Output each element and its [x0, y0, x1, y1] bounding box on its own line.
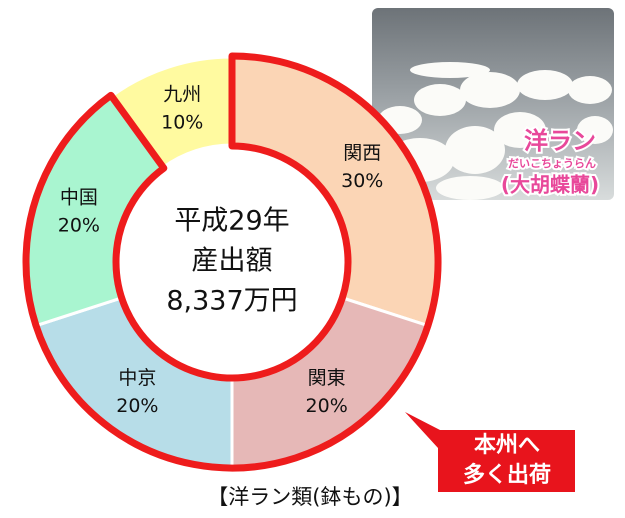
slice-category: 関東 [308, 367, 346, 389]
center-text: 平成29年 [174, 206, 289, 237]
photo-title: 洋ラン [524, 127, 596, 155]
slice-category: 関西 [343, 142, 381, 164]
photo-ruby: だいこちょうらん [508, 157, 596, 170]
center-text: 産出額 [192, 246, 273, 277]
slice-label: 30% [341, 170, 383, 192]
photo-subtitle: (大胡蝶蘭) [501, 173, 599, 197]
center-text: 8,337万円 [166, 286, 297, 317]
slice-category: 九州 [163, 83, 201, 105]
slice-category: 中京 [118, 367, 156, 389]
page: {"chart_data": {"type": "donut", "catego… [0, 0, 625, 518]
caption: 【洋ラン類(鉢もの)】 [207, 485, 412, 509]
slice-label: 20% [306, 395, 348, 417]
chart: 【洋ラン類(鉢もの)】 関西 30% 関東 20% 中京 20% 中国 20% 九州 10% 平成2… [0, 0, 625, 518]
slice-label: 20% [116, 395, 158, 417]
slice-label: 20% [58, 215, 100, 237]
slice-label: 10% [161, 111, 203, 133]
callout-text: 多く出荷 [463, 462, 551, 488]
slice-category: 中国 [60, 187, 98, 209]
callout-text: 本州へ [474, 433, 540, 458]
